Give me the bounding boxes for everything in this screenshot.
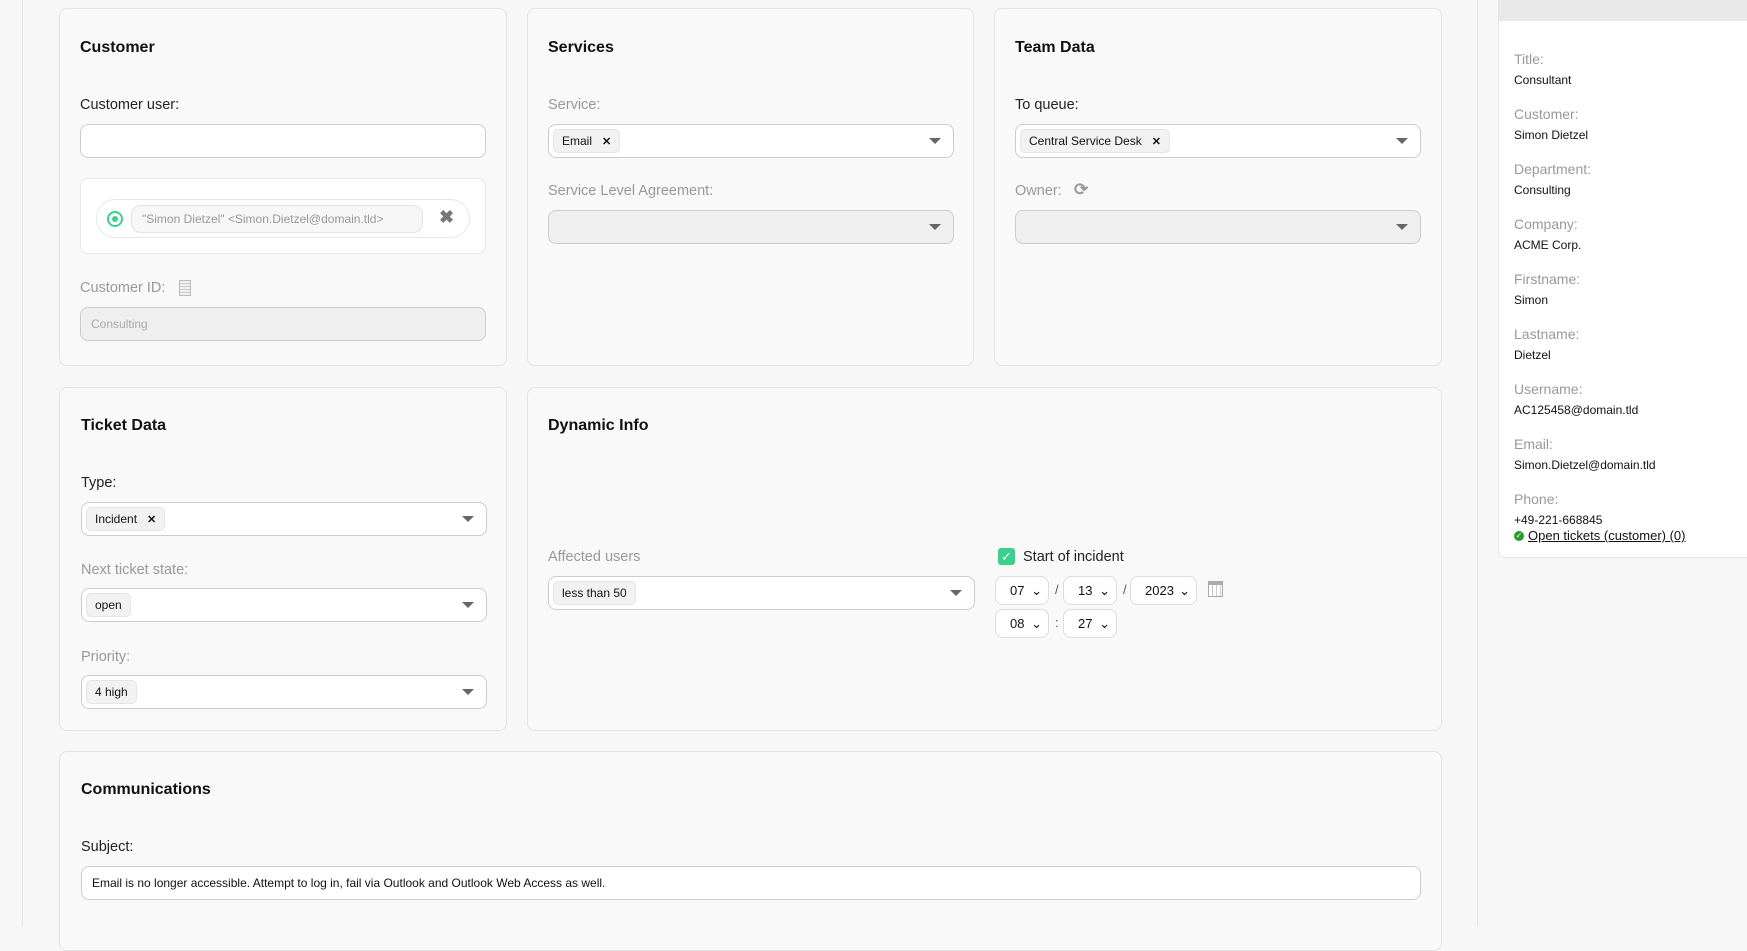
time-separator: : — [1055, 615, 1059, 630]
info-value: Simon Dietzel — [1514, 128, 1589, 142]
year-select[interactable]: 2023 ⌄ — [1130, 576, 1197, 605]
customer-entry-text: "Simon Dietzel" <Simon.Dietzel@domain.tl… — [131, 205, 423, 233]
start-incident-label: Start of incident — [1023, 549, 1124, 565]
chevron-down-icon: ⌄ — [1031, 615, 1042, 631]
type-label: Type: — [81, 475, 117, 491]
info-label: Customer: — [1514, 106, 1579, 122]
check-circle-icon: ✓ — [1514, 530, 1524, 541]
subject-label: Subject: — [81, 839, 134, 855]
info-label: Email: — [1514, 436, 1553, 452]
chevron-down-icon — [929, 224, 941, 230]
panel-title: Ticket Data — [81, 417, 167, 434]
queue-select[interactable]: Central Service Desk ✕ — [1015, 124, 1421, 158]
refresh-icon[interactable]: ⟳ — [1074, 180, 1089, 199]
customer-user-label: Customer user: — [80, 97, 180, 113]
info-value: Simon.Dietzel@domain.tld — [1514, 458, 1656, 472]
subject-input[interactable]: Email is no longer accessible. Attempt t… — [81, 866, 1421, 900]
info-label: Lastname: — [1514, 326, 1580, 342]
affected-chip: less than 50 — [553, 581, 636, 605]
minute-select[interactable]: 27 ⌄ — [1063, 609, 1117, 638]
info-value: Dietzel — [1514, 348, 1551, 362]
type-select[interactable]: Incident ✕ — [81, 502, 487, 536]
owner-label: Owner: — [1015, 183, 1062, 199]
customer-panel: Customer Customer user: "Simon Dietzel" … — [59, 8, 507, 366]
info-label: Title: — [1514, 51, 1544, 67]
type-chip: Incident ✕ — [86, 507, 166, 531]
info-value: AC125458@domain.tld — [1514, 403, 1639, 417]
affected-users-label: Affected users — [548, 549, 641, 565]
remove-icon[interactable]: ✕ — [147, 513, 157, 526]
chevron-down-icon: ⌄ — [1031, 582, 1042, 598]
right-divider — [1477, 0, 1478, 927]
chevron-down-icon — [1396, 224, 1408, 230]
remove-icon[interactable]: ✕ — [602, 135, 612, 148]
open-tickets-text[interactable]: Open tickets (customer) (0) — [1528, 528, 1686, 543]
chevron-down-icon — [462, 516, 474, 522]
state-chip: open — [86, 593, 131, 617]
panel-title: Services — [548, 39, 614, 56]
info-label: Company: — [1514, 216, 1578, 232]
building-icon[interactable] — [179, 280, 191, 296]
ticket-panel: Ticket Data Type: Incident ✕ Next ticket … — [59, 387, 507, 731]
customer-info-panel: Title: Consultant Customer: Simon Dietzel… — [1498, 0, 1747, 558]
chevron-down-icon — [1396, 138, 1408, 144]
month-select[interactable]: 07 ⌄ — [995, 576, 1049, 605]
dynamic-panel: Dynamic Info Affected users less than 50… — [527, 387, 1442, 731]
date-separator: / — [1055, 582, 1059, 597]
sla-select[interactable] — [548, 210, 954, 244]
service-select[interactable]: Email ✕ — [548, 124, 954, 158]
remove-icon[interactable]: ✕ — [1151, 135, 1161, 148]
chevron-down-icon — [950, 590, 962, 596]
owner-select[interactable] — [1015, 210, 1421, 244]
service-label: Service: — [548, 97, 601, 113]
day-select[interactable]: 13 ⌄ — [1063, 576, 1117, 605]
customer-entry: "Simon Dietzel" <Simon.Dietzel@domain.tl… — [96, 199, 470, 238]
customer-user-input[interactable] — [80, 124, 486, 158]
affected-users-select[interactable]: less than 50 — [548, 576, 975, 610]
date-separator: / — [1123, 582, 1127, 597]
chevron-down-icon: ⌄ — [1099, 615, 1110, 631]
queue-chip: Central Service Desk ✕ — [1020, 129, 1170, 153]
info-value: Consultant — [1514, 73, 1572, 87]
info-label: Department: — [1514, 161, 1592, 177]
services-panel: Services Service: Email ✕ Service Level A… — [527, 8, 974, 366]
priority-chip: 4 high — [86, 680, 137, 704]
sla-label: Service Level Agreement: — [548, 183, 714, 199]
info-value: ACME Corp. — [1514, 238, 1582, 252]
info-label: Firstname: — [1514, 271, 1581, 287]
priority-label: Priority: — [81, 649, 131, 665]
team-panel: Team Data To queue: Central Service Desk… — [994, 8, 1442, 366]
customer-list: "Simon Dietzel" <Simon.Dietzel@domain.tl… — [80, 178, 486, 254]
left-divider — [22, 0, 23, 927]
info-label: Phone: — [1514, 491, 1559, 507]
priority-select[interactable]: 4 high — [81, 675, 487, 709]
state-select[interactable]: open — [81, 588, 487, 622]
hour-select[interactable]: 08 ⌄ — [995, 609, 1049, 638]
queue-label: To queue: — [1015, 97, 1079, 113]
info-value: Consulting — [1514, 183, 1571, 197]
open-tickets-link[interactable]: ✓ Open tickets (customer) (0) — [1514, 528, 1686, 543]
chevron-down-icon — [929, 138, 941, 144]
customer-info-header — [1499, 0, 1747, 21]
remove-icon[interactable]: ✖ — [439, 207, 455, 227]
panel-title: Customer — [80, 39, 155, 56]
start-incident-checkbox[interactable]: ✓ — [998, 548, 1015, 565]
chevron-down-icon — [462, 689, 474, 695]
panel-title: Communications — [81, 781, 211, 798]
info-value: +49-221-668845 — [1514, 513, 1603, 527]
service-chip: Email ✕ — [553, 129, 621, 153]
calendar-icon[interactable] — [1208, 581, 1223, 597]
chevron-down-icon: ⌄ — [1179, 582, 1190, 598]
state-label: Next ticket state: — [81, 562, 189, 578]
communications-panel: Communications Subject: Email is no long… — [59, 751, 1442, 951]
chevron-down-icon — [462, 602, 474, 608]
radio-selected-icon[interactable] — [107, 211, 123, 227]
panel-title: Dynamic Info — [548, 417, 649, 434]
customer-id-input: Consulting — [80, 307, 486, 341]
customer-id-label: Customer ID: — [80, 280, 166, 296]
info-label: Username: — [1514, 381, 1583, 397]
panel-title: Team Data — [1015, 39, 1095, 56]
chevron-down-icon: ⌄ — [1099, 582, 1110, 598]
info-value: Simon — [1514, 293, 1549, 307]
